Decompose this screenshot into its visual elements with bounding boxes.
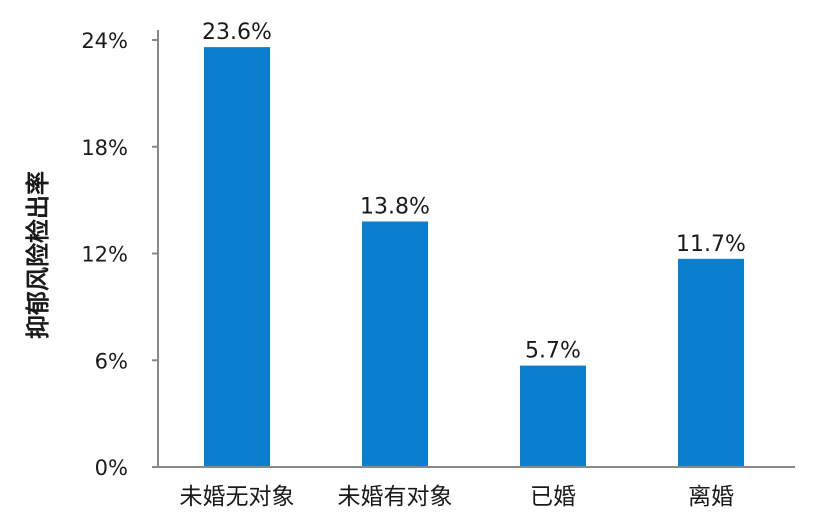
bar (678, 258, 744, 467)
y-tick-label: 6% (95, 349, 128, 373)
bar (204, 47, 270, 467)
category-labels: 未婚无对象 未婚有对象 已婚 离婚 (180, 484, 735, 510)
bar (362, 221, 428, 467)
data-labels: 23.6% 13.8% 5.7% 11.7% (202, 20, 746, 363)
y-tick-label: 18% (81, 136, 128, 160)
bar-value-label: 23.6% (202, 20, 272, 45)
bar (520, 365, 586, 467)
y-tick-label: 12% (81, 243, 128, 267)
category-label: 已婚 (530, 484, 576, 510)
y-tick-label: 0% (95, 456, 128, 480)
category-label: 未婚有对象 (338, 484, 453, 510)
category-label: 未婚无对象 (180, 484, 295, 510)
y-axis-title: 抑郁风险检出率 (24, 171, 52, 339)
y-tick-label: 24% (81, 29, 128, 53)
bar-value-label: 13.8% (360, 194, 430, 219)
y-axis-ticks: 0% 6% 12% 18% 24% (81, 29, 158, 480)
bars (204, 47, 744, 467)
bar-value-label: 11.7% (676, 232, 746, 257)
category-label: 离婚 (688, 484, 734, 510)
bar-value-label: 5.7% (525, 339, 581, 364)
